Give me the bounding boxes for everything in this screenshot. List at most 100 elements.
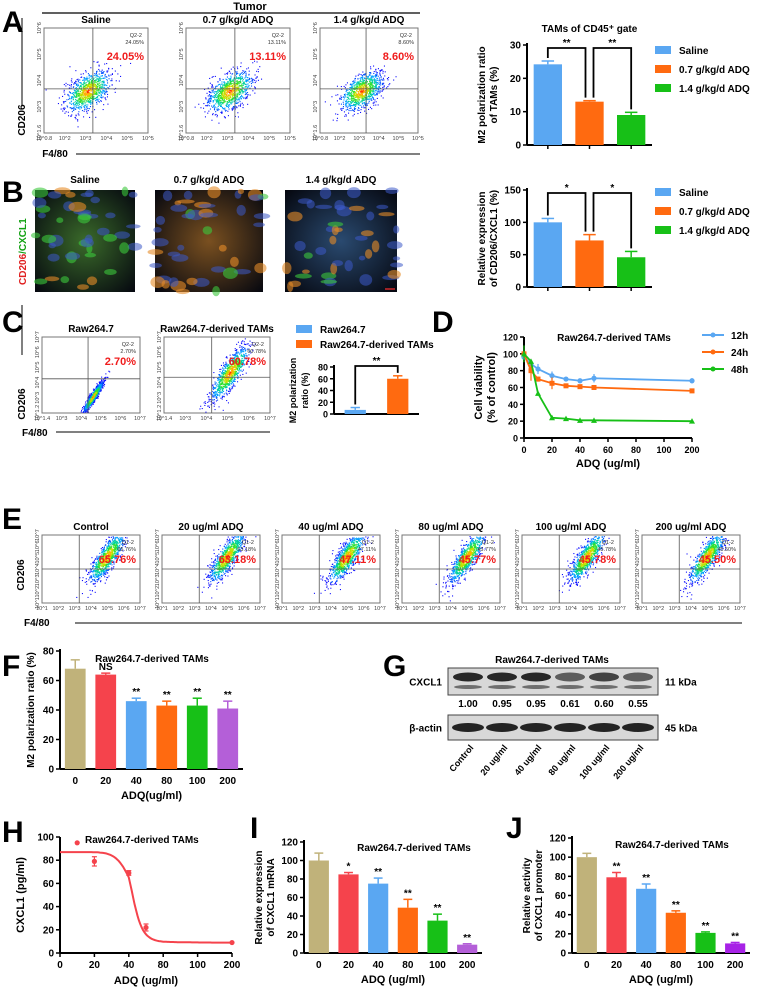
event-dot [220, 368, 222, 370]
event-dot [368, 76, 370, 78]
cell-stain [170, 204, 188, 212]
event-dot [235, 99, 237, 101]
event-dot [241, 359, 243, 361]
event-dot [94, 390, 96, 392]
event-dot [105, 84, 107, 86]
event-dot [81, 106, 83, 108]
event-dot [86, 107, 88, 109]
event-dot [218, 88, 220, 90]
event-dot [237, 341, 239, 343]
event-dot [93, 570, 95, 572]
event-dot [363, 95, 365, 97]
event-dot [94, 80, 96, 82]
event-dot [226, 88, 228, 90]
event-dot [90, 396, 92, 398]
event-dot [74, 96, 76, 98]
event-dot [251, 77, 253, 79]
event-dot [340, 86, 342, 88]
event-dot [90, 398, 92, 400]
event-dot [230, 90, 232, 92]
event-dot [224, 100, 226, 102]
event-dot [232, 374, 234, 376]
cell-stain [233, 269, 251, 275]
event-dot [223, 386, 225, 388]
event-dot [120, 75, 122, 77]
event-dot [88, 96, 90, 98]
event-dot [228, 101, 230, 103]
event-dot [227, 90, 229, 92]
event-dot [194, 106, 196, 108]
event-dot [355, 105, 357, 107]
event-dot [115, 550, 117, 552]
event-dot [93, 78, 95, 80]
event-dot [227, 91, 229, 93]
event-dot [73, 83, 75, 85]
event-dot [219, 93, 221, 95]
event-dot [90, 396, 92, 398]
event-dot [98, 390, 100, 392]
event-dot [93, 84, 95, 86]
event-dot [212, 113, 214, 115]
event-dot [73, 104, 75, 106]
event-dot [231, 364, 233, 366]
event-dot [228, 370, 230, 372]
event-dot [370, 95, 372, 97]
event-dot [84, 96, 86, 98]
event-dot [381, 69, 383, 71]
event-dot [373, 87, 375, 89]
event-dot [87, 96, 89, 98]
event-dot [355, 108, 357, 110]
event-dot [221, 110, 223, 112]
cell-stain [168, 277, 179, 287]
event-dot [83, 86, 85, 88]
event-dot [97, 78, 99, 80]
event-dot [235, 374, 237, 376]
event-dot [100, 389, 102, 391]
event-dot [347, 92, 349, 94]
event-dot [83, 410, 85, 412]
event-dot [361, 106, 363, 108]
event-dot [220, 96, 222, 98]
event-dot [355, 96, 357, 98]
event-dot [75, 87, 77, 89]
event-dot [75, 90, 77, 92]
event-dot [242, 362, 244, 364]
event-dot [222, 94, 224, 96]
event-dot [97, 386, 99, 388]
event-dot [223, 100, 225, 102]
event-dot [217, 98, 219, 100]
event-dot [227, 104, 229, 106]
event-dot [343, 99, 345, 101]
event-dot [108, 67, 110, 69]
event-dot [348, 112, 350, 114]
event-dot [88, 403, 90, 405]
event-dot [235, 350, 237, 352]
event-dot [376, 97, 378, 99]
event-dot [377, 79, 379, 81]
event-dot [238, 359, 240, 361]
event-dot [80, 85, 82, 87]
event-dot [232, 93, 234, 95]
event-dot [214, 381, 216, 383]
event-dot [378, 80, 380, 82]
event-dot [96, 90, 98, 92]
event-dot [245, 73, 247, 75]
event-dot [240, 369, 242, 371]
event-dot [119, 541, 121, 543]
event-dot [227, 378, 229, 380]
event-dot [351, 87, 353, 89]
event-dot [75, 84, 77, 86]
event-dot [80, 89, 82, 91]
event-dot [82, 84, 84, 86]
event-dot [355, 99, 357, 101]
event-dot [235, 367, 237, 369]
event-dot [83, 95, 85, 97]
event-dot [88, 79, 90, 81]
event-dot [373, 101, 375, 103]
event-dot [102, 77, 104, 79]
event-dot [370, 80, 372, 82]
event-dot [96, 101, 98, 103]
event-dot [99, 386, 101, 388]
event-dot [79, 79, 81, 81]
event-dot [369, 87, 371, 89]
